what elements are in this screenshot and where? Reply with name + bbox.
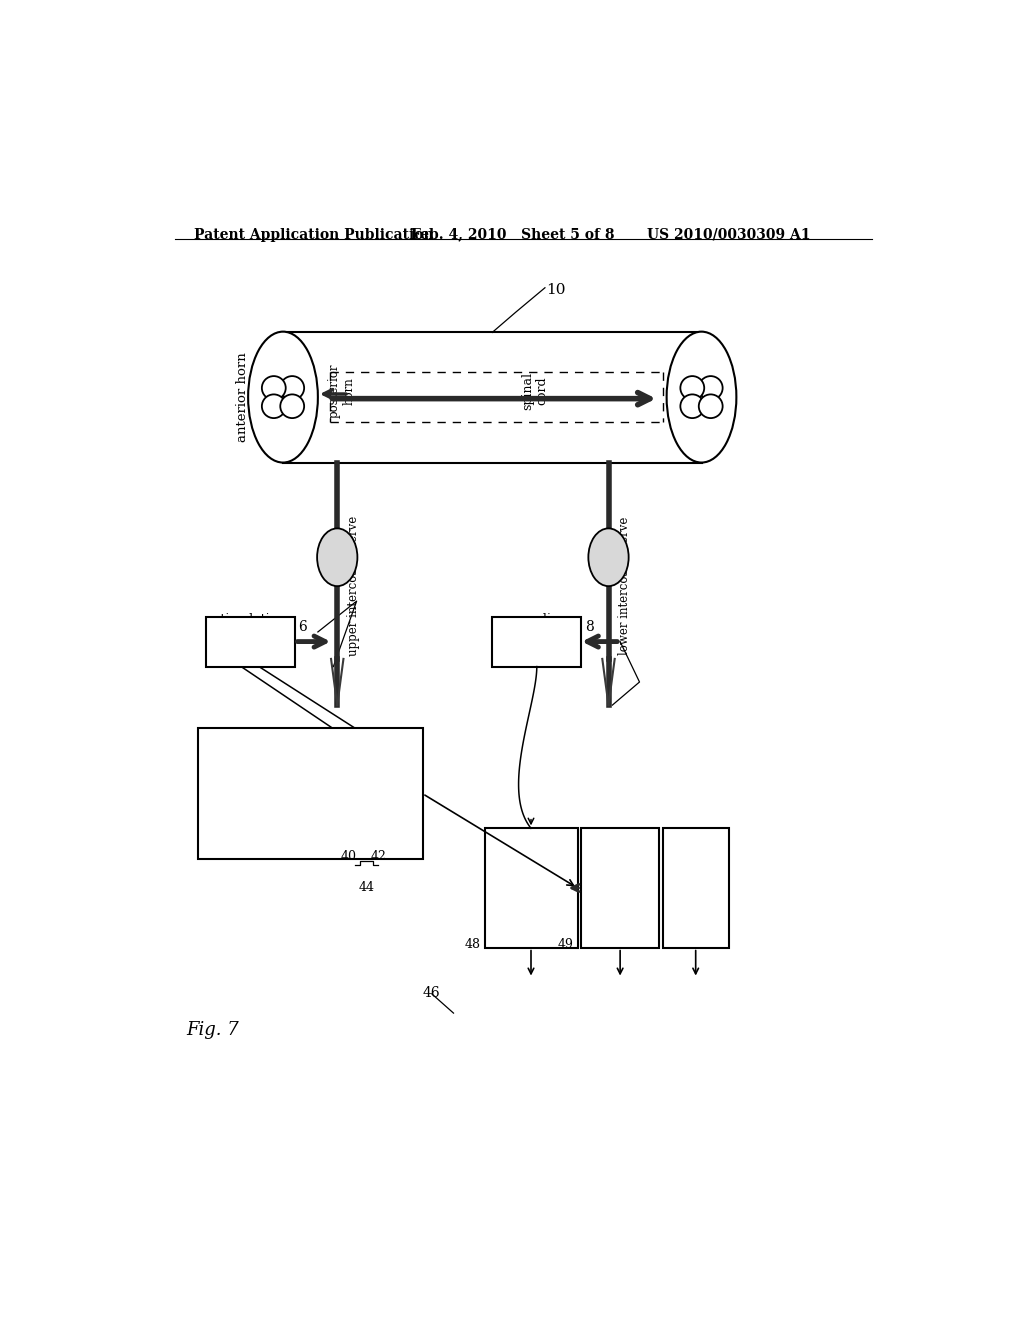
Text: 8: 8 (586, 620, 594, 635)
Bar (493, 616, 582, 667)
Text: Fig. 7: Fig. 7 (186, 1020, 239, 1039)
Ellipse shape (589, 528, 629, 586)
Circle shape (680, 395, 705, 418)
Circle shape (262, 376, 286, 400)
Text: recording: recording (506, 612, 568, 626)
Text: anterior horn: anterior horn (237, 352, 249, 442)
Bar (582, 829, 658, 948)
Text: 42: 42 (371, 850, 386, 863)
Bar (484, 829, 578, 948)
Text: Patent Application Publication: Patent Application Publication (194, 227, 433, 242)
Circle shape (680, 376, 705, 400)
Circle shape (698, 395, 723, 418)
Ellipse shape (317, 528, 357, 586)
Text: 40: 40 (341, 850, 357, 863)
Text: US 2010/0030309 A1: US 2010/0030309 A1 (647, 227, 811, 242)
Text: Feb. 4, 2010   Sheet 5 of 8: Feb. 4, 2010 Sheet 5 of 8 (411, 227, 614, 242)
Text: 50: 50 (663, 939, 679, 952)
Text: 44: 44 (358, 880, 375, 894)
Ellipse shape (667, 331, 736, 462)
Bar (206, 616, 295, 667)
Ellipse shape (248, 331, 317, 462)
Text: posterior
horn: posterior horn (328, 364, 356, 418)
Text: spinal
cord: spinal cord (521, 372, 549, 411)
Text: 49: 49 (558, 939, 573, 952)
Text: 46: 46 (423, 986, 440, 1001)
Text: 6: 6 (299, 620, 307, 635)
Bar (663, 829, 729, 948)
Text: 48: 48 (465, 939, 480, 952)
Text: 10: 10 (547, 284, 566, 297)
Circle shape (281, 376, 304, 400)
Text: lower intercostal nerve: lower intercostal nerve (617, 516, 631, 655)
Circle shape (281, 395, 304, 418)
Bar (283, 331, 701, 462)
Circle shape (698, 376, 723, 400)
Text: upper intercostal nerve: upper intercostal nerve (346, 516, 359, 656)
Bar (198, 729, 423, 859)
Text: stimulation: stimulation (214, 612, 286, 626)
Circle shape (262, 395, 286, 418)
